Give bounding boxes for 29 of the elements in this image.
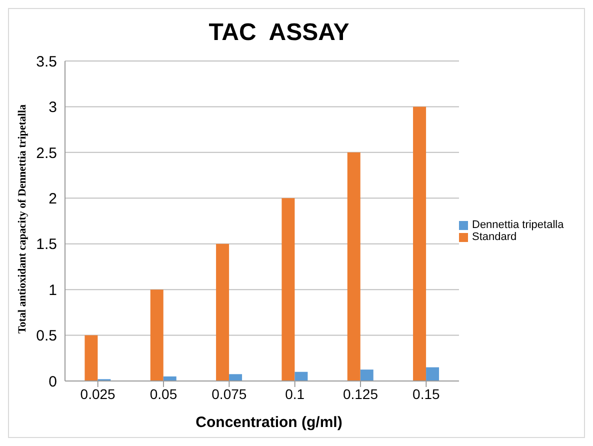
y-tick-label: 0.5 [36,328,57,345]
bar [360,370,374,381]
y-tick-label: 3 [48,99,57,116]
bar [150,290,164,381]
y-tick-label: 3.5 [36,53,57,70]
y-tick-label: 1.5 [36,236,57,254]
y-tick-label: 1 [48,282,57,299]
y-tick-label: 0 [48,373,57,390]
y-tick-label: 2.5 [36,144,57,162]
x-axis-title: Concentration (g/ml) [194,414,344,431]
bar [282,198,295,381]
legend-label: Standard [472,231,517,243]
x-tick-label: 0.05 [150,386,178,402]
x-tick-label: 0.1 [285,386,305,402]
x-tick-label: 0.125 [342,386,378,402]
bar [229,374,242,381]
bar [426,367,440,381]
x-tick-label: 0.025 [80,386,116,402]
legend-label: Dennettia tripetalla [472,219,564,231]
y-axis-title: Total antioxidant capacity of Dennettia tripetalla [17,104,29,334]
bar [84,335,98,381]
y-tick-label: 2 [48,190,57,208]
bar [294,372,308,381]
bar [413,106,426,381]
x-tick-label: 0.075 [212,386,247,402]
bar [216,244,230,381]
x-tick-label: 0.15 [412,386,440,402]
chart-title: TAC ASSAY [208,19,350,47]
bar [347,152,360,381]
